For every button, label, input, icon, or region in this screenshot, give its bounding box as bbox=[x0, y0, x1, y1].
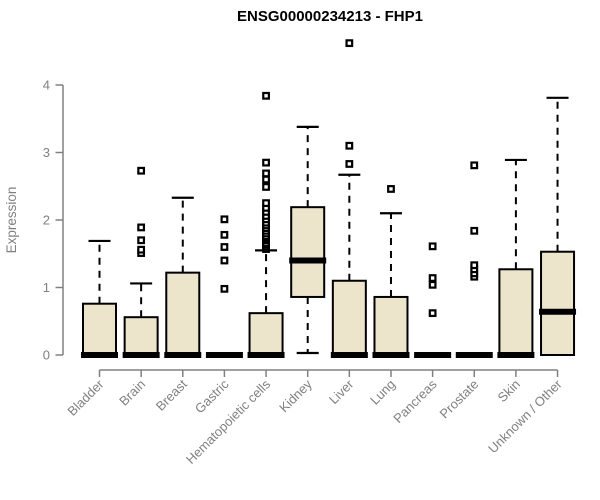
outlier-point-hematopoietic-cells bbox=[262, 199, 270, 208]
outlier-point-hematopoietic-cells bbox=[262, 183, 270, 191]
y-tick-label: 4 bbox=[43, 78, 50, 93]
box-kidney bbox=[290, 206, 326, 298]
outlier-point-prostate bbox=[470, 261, 479, 270]
outlier-point-gastric bbox=[220, 215, 229, 224]
outlier-point-gastric bbox=[220, 284, 229, 293]
outlier-point-brain bbox=[137, 223, 146, 232]
y-tick-label: 2 bbox=[43, 213, 50, 228]
outlier-point-pancreas bbox=[428, 309, 437, 318]
box-breast bbox=[165, 271, 201, 356]
outlier-point-liver bbox=[345, 160, 354, 168]
x-tick-label-skin: Skin bbox=[495, 377, 523, 405]
x-tick-label-prostate: Prostate bbox=[437, 377, 482, 422]
outlier-point-gastric bbox=[220, 230, 229, 239]
outlier-point-hematopoietic-cells bbox=[262, 91, 270, 100]
outlier-point-hematopoietic-cells bbox=[262, 158, 270, 167]
y-tick-label: 1 bbox=[43, 280, 50, 295]
box-skin bbox=[498, 268, 534, 356]
outlier-point-prostate bbox=[470, 161, 479, 170]
outlier-point-brain bbox=[137, 245, 146, 254]
outlier-point-prostate bbox=[470, 226, 479, 235]
box-hematopoietic-cells bbox=[248, 312, 284, 356]
box-lung bbox=[373, 295, 409, 357]
outlier-point-hematopoietic-cells bbox=[262, 169, 270, 178]
outlier-point-liver bbox=[345, 141, 354, 150]
box-brain bbox=[123, 316, 159, 357]
outlier-point-hematopoietic-cells bbox=[262, 175, 270, 184]
x-tick-label-liver: Liver bbox=[326, 376, 357, 407]
x-tick-label-lung: Lung bbox=[367, 377, 398, 408]
outlier-point-gastric bbox=[220, 243, 229, 251]
outlier-point-lung bbox=[387, 185, 395, 193]
x-tick-label-bladder: Bladder bbox=[64, 376, 107, 419]
x-tick-label-gastric: Gastric bbox=[192, 376, 232, 416]
chart-title: ENSG00000234213 - FHP1 bbox=[237, 8, 423, 25]
outlier-point-pancreas bbox=[428, 242, 437, 251]
box-unknown-other bbox=[540, 250, 576, 357]
x-tick-label-brain: Brain bbox=[116, 377, 148, 409]
box-bladder bbox=[82, 302, 117, 357]
y-tick-label: 0 bbox=[43, 348, 50, 363]
x-tick-label-pancreas: Pancreas bbox=[390, 376, 440, 426]
outlier-point-brain bbox=[137, 166, 146, 175]
outlier-point-gastric bbox=[220, 256, 229, 265]
x-tick-label-unknown-other: Unknown / Other bbox=[485, 376, 565, 456]
outlier-point-pancreas bbox=[428, 274, 437, 282]
x-tick-label-breast: Breast bbox=[153, 376, 190, 413]
outlier-point-pancreas bbox=[428, 280, 437, 289]
outlier-point-liver bbox=[345, 39, 354, 48]
x-tick-label-kidney: Kidney bbox=[276, 376, 315, 415]
box-liver bbox=[331, 279, 367, 356]
y-tick-label: 3 bbox=[43, 145, 50, 160]
outlier-point-brain bbox=[137, 236, 146, 245]
y-axis-title: Expression bbox=[4, 187, 19, 254]
